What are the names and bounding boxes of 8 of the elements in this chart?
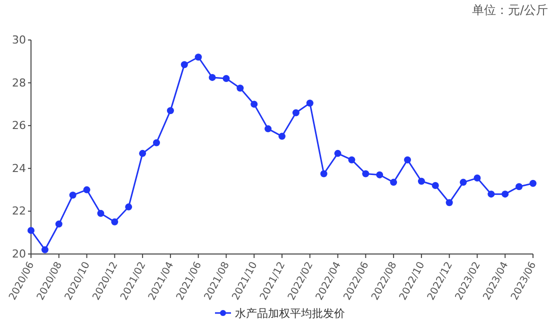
legend-label: 水产品加权平均批发价 — [235, 307, 345, 320]
y-tick-label: 24 — [12, 162, 26, 175]
text: 单位：元/公斤 — [472, 3, 548, 17]
y-tick-label: 30 — [12, 34, 26, 46]
y-tick-label: 22 — [12, 204, 26, 218]
y-tick-label: 26 — [12, 119, 26, 132]
y-tick-label: 28 — [12, 76, 26, 90]
y-tick-label: 20 — [12, 248, 26, 260]
